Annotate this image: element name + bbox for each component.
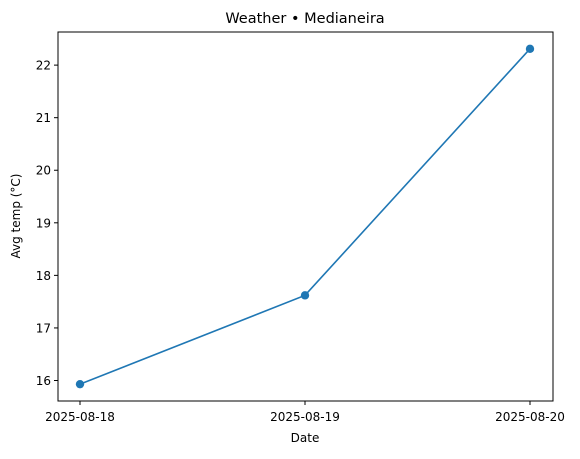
x-tick-label: 2025-08-18 [45, 410, 115, 424]
y-tick-label: 22 [36, 59, 51, 73]
x-axis-label: Date [291, 431, 320, 445]
y-tick-label: 20 [36, 164, 51, 178]
y-axis-label: Avg temp (°C) [9, 174, 23, 259]
y-tick-label: 21 [36, 111, 51, 125]
x-tick-label: 2025-08-20 [495, 410, 565, 424]
plot-area [75, 44, 535, 389]
data-point [300, 291, 310, 300]
y-tick-label: 17 [36, 321, 51, 335]
y-tick-label: 18 [36, 269, 51, 283]
chart-title: Weather • Medianeira [225, 11, 384, 27]
x-tick-label: 2025-08-19 [270, 410, 340, 424]
y-tick-label: 16 [36, 374, 51, 388]
data-point [525, 44, 535, 54]
data-point [75, 379, 85, 389]
y-tick-label: 19 [36, 216, 51, 230]
